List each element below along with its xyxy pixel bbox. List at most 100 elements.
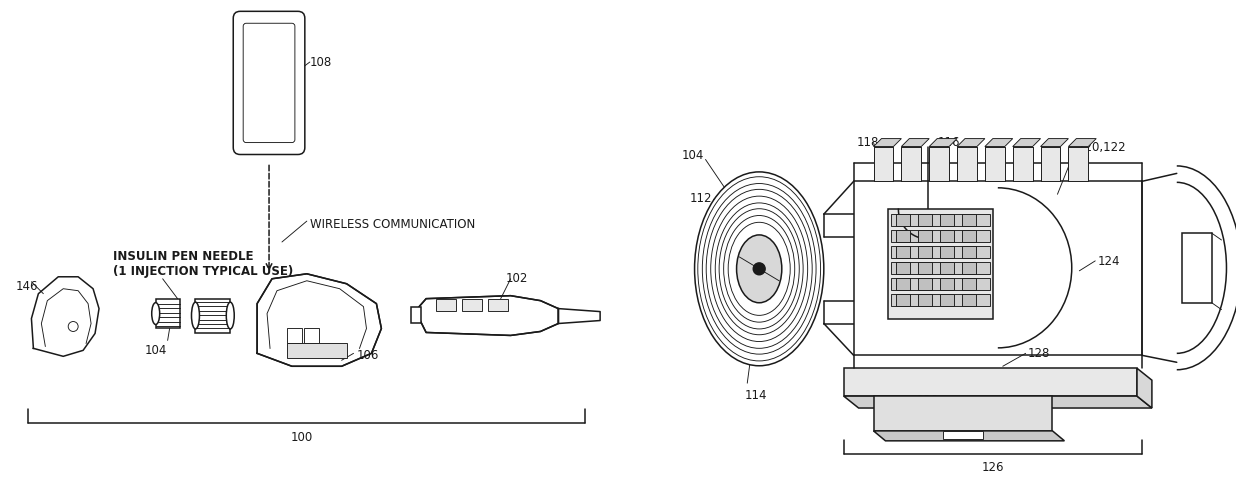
Bar <box>897 215 910 227</box>
Bar <box>892 246 990 258</box>
Bar <box>853 182 1142 356</box>
Bar <box>892 294 990 306</box>
Bar <box>286 344 347 359</box>
Bar <box>919 294 932 306</box>
Text: 124: 124 <box>1097 254 1120 267</box>
Polygon shape <box>873 139 901 147</box>
Bar <box>1069 147 1089 182</box>
Bar <box>412 307 422 323</box>
Text: (1 INJECTION TYPICAL USE): (1 INJECTION TYPICAL USE) <box>113 264 293 277</box>
Text: INSULIN PEN NEEDLE: INSULIN PEN NEEDLE <box>113 250 253 263</box>
Bar <box>957 147 977 182</box>
Text: 106: 106 <box>357 348 379 361</box>
Polygon shape <box>957 139 985 147</box>
Polygon shape <box>985 139 1013 147</box>
Bar <box>897 246 910 258</box>
Bar <box>892 263 990 274</box>
Polygon shape <box>257 274 382 367</box>
Bar <box>463 299 482 311</box>
Bar <box>487 299 507 311</box>
Text: 120,122: 120,122 <box>1078 140 1126 153</box>
Bar <box>1069 147 1089 182</box>
Polygon shape <box>1069 139 1096 147</box>
Bar <box>901 147 921 182</box>
Bar <box>957 147 977 182</box>
Bar <box>962 246 976 258</box>
Bar <box>962 294 976 306</box>
Text: 112: 112 <box>689 192 712 205</box>
Polygon shape <box>901 139 929 147</box>
Polygon shape <box>873 431 1064 441</box>
Bar <box>1013 147 1033 182</box>
Text: 108: 108 <box>310 56 332 69</box>
Bar <box>919 246 932 258</box>
Bar <box>962 278 976 290</box>
Bar <box>940 278 954 290</box>
Bar <box>940 294 954 306</box>
Bar <box>940 246 954 258</box>
Bar <box>304 329 319 344</box>
Bar <box>929 147 949 182</box>
Text: 126: 126 <box>982 460 1004 473</box>
Ellipse shape <box>737 235 781 303</box>
Bar <box>919 278 932 290</box>
Text: 100: 100 <box>290 430 312 443</box>
Bar <box>962 230 976 242</box>
Bar <box>919 215 932 227</box>
Bar <box>919 263 932 274</box>
Text: 116: 116 <box>939 135 961 148</box>
Bar <box>962 215 976 227</box>
Bar <box>897 294 910 306</box>
Text: 128: 128 <box>1028 347 1050 360</box>
Bar <box>962 263 976 274</box>
Circle shape <box>753 264 765 275</box>
Bar <box>940 230 954 242</box>
Bar <box>873 147 893 182</box>
Bar <box>1182 234 1211 303</box>
Ellipse shape <box>191 302 200 329</box>
Text: WIRELESS COMMUNICATION: WIRELESS COMMUNICATION <box>310 217 475 231</box>
Bar <box>873 147 893 182</box>
Bar <box>944 431 983 439</box>
Polygon shape <box>1040 139 1069 147</box>
Ellipse shape <box>226 302 234 329</box>
Circle shape <box>68 322 78 332</box>
Bar <box>873 396 1053 431</box>
Bar <box>985 147 1004 182</box>
Bar <box>286 329 301 344</box>
Polygon shape <box>1137 369 1152 408</box>
Bar <box>1040 147 1060 182</box>
Bar <box>897 278 910 290</box>
FancyBboxPatch shape <box>233 12 305 155</box>
Bar <box>892 278 990 290</box>
Bar <box>919 230 932 242</box>
Bar <box>897 230 910 242</box>
Bar <box>892 230 990 242</box>
Bar <box>1013 147 1033 182</box>
Text: 114: 114 <box>744 388 766 401</box>
Text: 118: 118 <box>857 135 879 148</box>
Bar <box>985 147 1004 182</box>
Bar <box>940 263 954 274</box>
Text: 104: 104 <box>145 344 167 357</box>
Text: 130: 130 <box>916 393 939 406</box>
Bar <box>196 299 231 334</box>
Polygon shape <box>843 396 1152 408</box>
FancyBboxPatch shape <box>243 24 295 143</box>
Text: 104: 104 <box>682 148 704 161</box>
Bar <box>929 147 949 182</box>
Ellipse shape <box>694 172 823 366</box>
Bar <box>897 263 910 274</box>
Text: 146: 146 <box>16 279 38 292</box>
Bar <box>156 299 180 329</box>
Bar <box>1040 147 1060 182</box>
Ellipse shape <box>151 303 160 325</box>
Bar <box>436 299 456 311</box>
Bar <box>892 215 990 227</box>
Polygon shape <box>929 139 957 147</box>
Bar <box>901 147 921 182</box>
Bar <box>843 369 1137 396</box>
Bar <box>940 215 954 227</box>
Bar <box>888 210 993 319</box>
Text: 102: 102 <box>506 271 528 284</box>
